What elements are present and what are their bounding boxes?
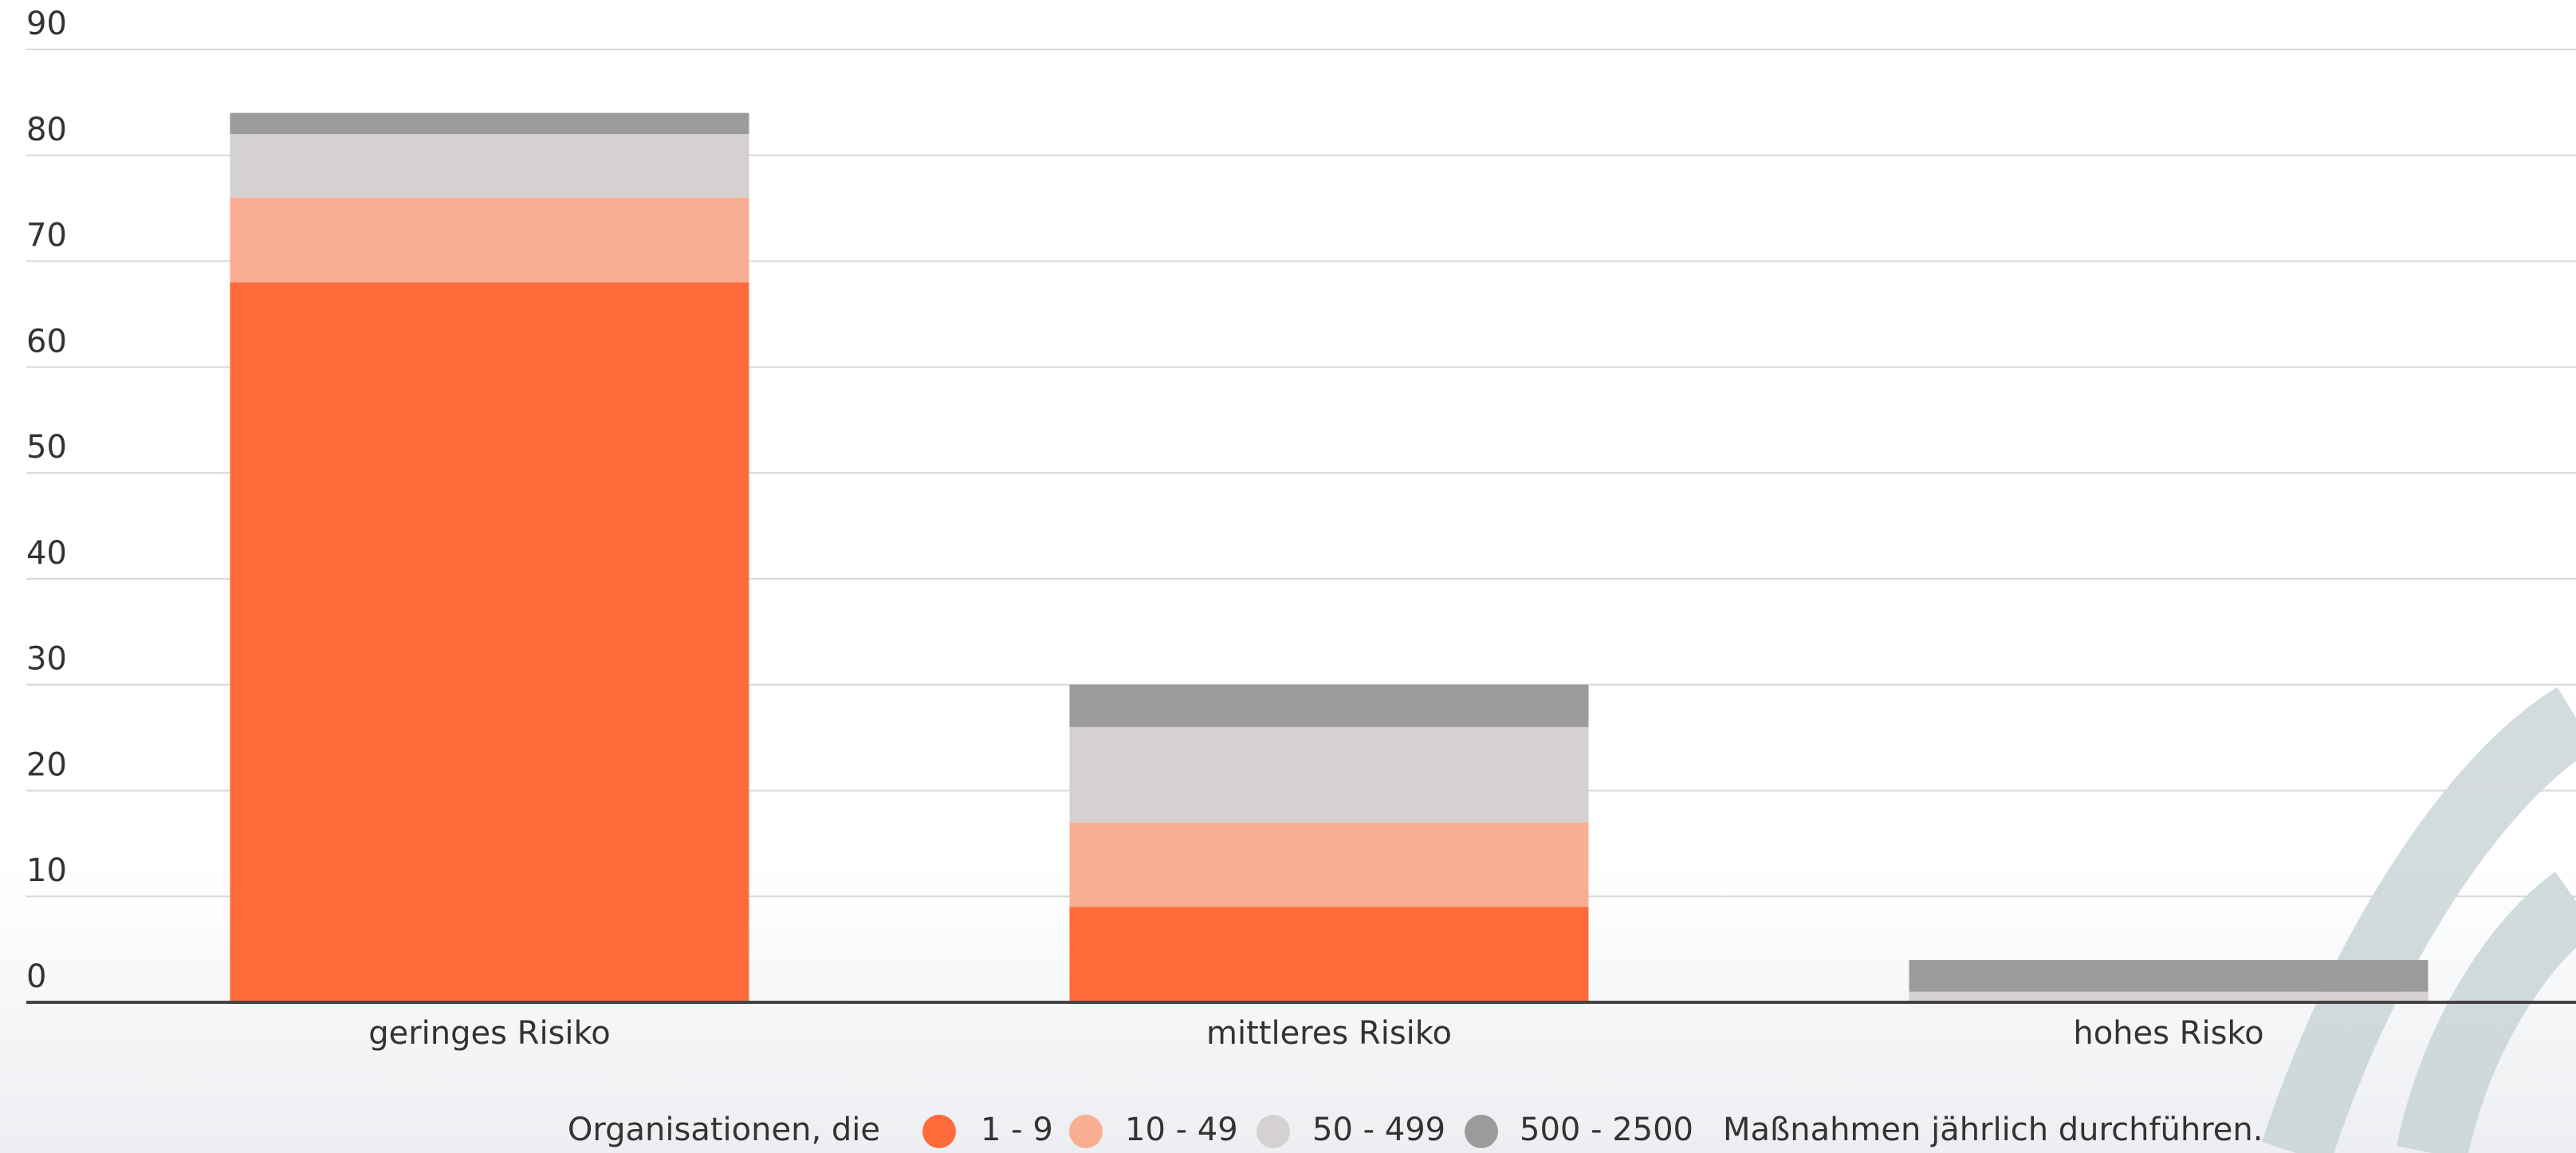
legend-suffix: Maßnahmen jährlich durchführen. bbox=[1723, 1112, 2263, 1148]
y-tick-label: 90 bbox=[26, 6, 67, 42]
legend-label: 10 - 49 bbox=[1125, 1112, 1238, 1148]
legend-swatch bbox=[1257, 1115, 1290, 1148]
bar-segment bbox=[1909, 959, 2429, 992]
legend-label: 1 - 9 bbox=[981, 1112, 1053, 1148]
y-tick-label: 60 bbox=[26, 323, 67, 360]
y-tick-label: 30 bbox=[26, 641, 67, 678]
legend-prefix: Organisationen, die bbox=[568, 1112, 880, 1148]
legend-swatch bbox=[1465, 1115, 1498, 1148]
y-tick-label: 40 bbox=[26, 535, 67, 572]
y-tick-label: 0 bbox=[26, 958, 46, 995]
legend-label: 500 - 2500 bbox=[1520, 1112, 1693, 1148]
bar-segment bbox=[230, 282, 749, 1003]
bar-segment bbox=[1909, 991, 2429, 1002]
y-tick-label: 70 bbox=[26, 218, 67, 254]
y-tick-label: 80 bbox=[26, 112, 67, 148]
y-tick-label: 20 bbox=[26, 746, 67, 783]
bar-segment bbox=[1069, 907, 1589, 1002]
y-tick-label: 50 bbox=[26, 429, 67, 466]
x-tick-label: geringes Risiko bbox=[368, 1015, 611, 1052]
bar-segment bbox=[1069, 684, 1589, 727]
decoration bbox=[2262, 687, 2576, 1153]
legend-swatch bbox=[922, 1115, 956, 1148]
y-tick-label: 10 bbox=[26, 852, 67, 889]
x-tick-label: hohes Risko bbox=[2073, 1015, 2263, 1052]
legend-swatch bbox=[1069, 1115, 1103, 1148]
bar-segment bbox=[230, 197, 749, 283]
legend-label: 50 - 499 bbox=[1312, 1112, 1445, 1148]
x-tick-label: mittleres Risiko bbox=[1206, 1015, 1452, 1052]
bar-segment bbox=[230, 112, 749, 135]
bar-segment bbox=[1069, 822, 1589, 907]
bar-segment bbox=[1069, 726, 1589, 823]
bar-segment bbox=[230, 134, 749, 198]
